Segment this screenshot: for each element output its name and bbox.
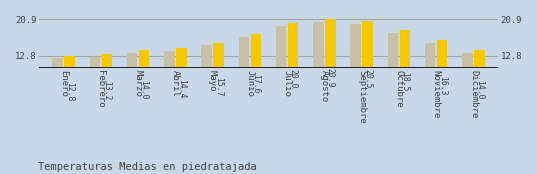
Bar: [437, 40, 447, 113]
Text: 12.8: 12.8: [65, 82, 74, 101]
Bar: [325, 19, 336, 113]
Text: 14.4: 14.4: [177, 79, 186, 98]
Bar: [201, 45, 212, 113]
Text: 14.0: 14.0: [140, 80, 149, 99]
Bar: [52, 58, 63, 113]
Text: 15.7: 15.7: [214, 77, 223, 96]
Bar: [101, 54, 112, 113]
Bar: [313, 22, 324, 113]
Bar: [288, 23, 299, 113]
Text: 20.0: 20.0: [288, 69, 297, 89]
Bar: [462, 53, 473, 113]
Text: 16.3: 16.3: [438, 76, 447, 95]
Bar: [425, 43, 436, 113]
Bar: [127, 53, 137, 113]
Bar: [164, 51, 175, 113]
Text: 18.5: 18.5: [401, 72, 409, 92]
Bar: [251, 34, 261, 113]
Bar: [362, 21, 373, 113]
Bar: [64, 56, 75, 113]
Bar: [139, 50, 149, 113]
Bar: [388, 33, 398, 113]
Text: 13.2: 13.2: [102, 81, 111, 101]
Bar: [276, 26, 286, 113]
Bar: [90, 57, 100, 113]
Text: 14.0: 14.0: [475, 80, 484, 99]
Bar: [238, 37, 249, 113]
Text: 20.9: 20.9: [326, 68, 335, 87]
Bar: [213, 43, 224, 113]
Text: 20.5: 20.5: [363, 69, 372, 88]
Text: Temperaturas Medias en piedratajada: Temperaturas Medias en piedratajada: [38, 162, 256, 172]
Bar: [474, 50, 485, 113]
Bar: [176, 48, 186, 113]
Text: 17.6: 17.6: [251, 74, 260, 93]
Bar: [400, 30, 410, 113]
Bar: [351, 24, 361, 113]
